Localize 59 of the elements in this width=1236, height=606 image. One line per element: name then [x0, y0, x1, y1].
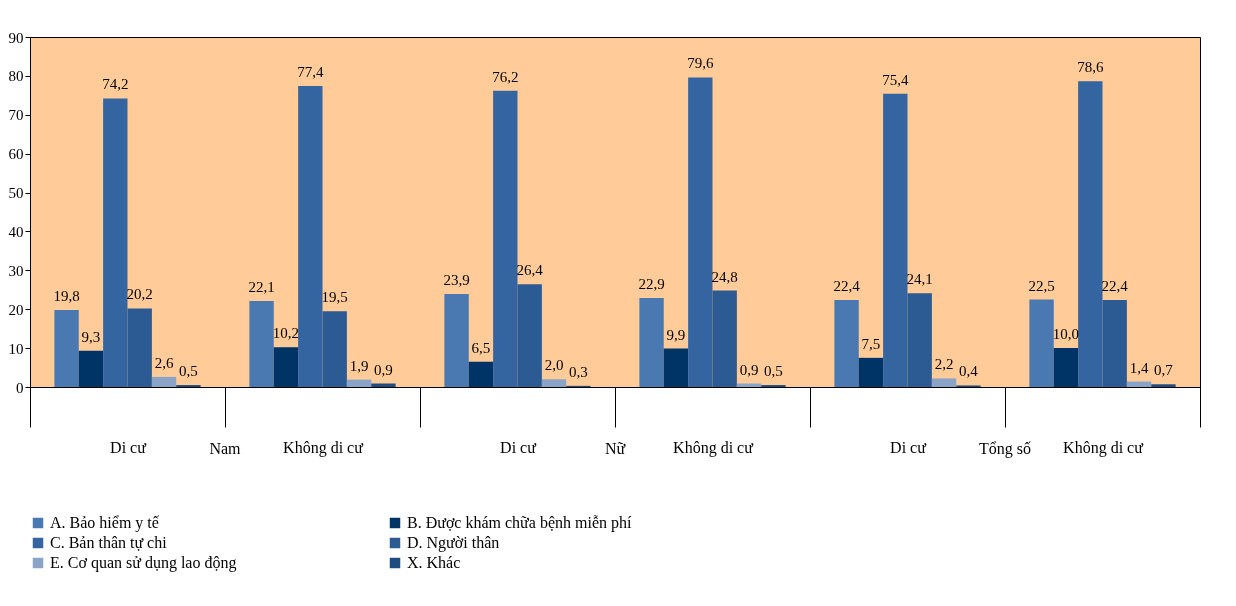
data-label: 75,4: [882, 71, 909, 88]
text: Tổng số: [979, 440, 1031, 458]
x-tick-label: Di cư: [500, 438, 538, 456]
legend-label: A. Bảo hiểm y tế: [50, 514, 160, 532]
data-label: 7,5: [861, 335, 881, 352]
legend-label: E. Cơ quan sử dụng lao động: [50, 554, 237, 572]
data-label: 24,8: [711, 268, 738, 285]
x-tick-label: Không di cư: [283, 438, 365, 457]
data-label: 79,6: [687, 55, 714, 72]
data-label: 0,9: [374, 361, 393, 378]
data-label: 23,9: [443, 272, 470, 289]
data-label: 76,2: [492, 68, 519, 85]
data-label: 9,3: [81, 328, 101, 345]
x-tick-label: Di cư: [890, 438, 928, 456]
data-label: 26,4: [516, 262, 544, 279]
text: Nam: [209, 440, 242, 457]
legend-label: D. Người thân: [407, 534, 500, 552]
x-tick-label: Di cư: [110, 438, 148, 456]
y-tick-label: 90: [8, 29, 24, 46]
y-tick-label: 10: [8, 340, 24, 357]
data-label: 22,4: [1101, 277, 1129, 294]
data-label: 0,4: [959, 363, 979, 380]
data-label: 78,6: [1077, 59, 1104, 76]
y-tick-label: 60: [8, 146, 24, 163]
data-label: 24,1: [906, 271, 933, 288]
data-label: 22,1: [248, 279, 275, 296]
legend-label: B. Được khám chữa bệnh miễn phí: [407, 514, 632, 532]
data-label: 0,3: [569, 363, 588, 380]
data-label: 1,9: [349, 357, 369, 374]
data-label: 6,5: [471, 339, 491, 356]
data-label: 77,4: [297, 64, 324, 80]
x-tick-label: Không di cư: [673, 438, 755, 457]
data-label: 19,5: [321, 289, 348, 306]
data-label: 0,7: [1154, 362, 1174, 379]
data-label: 20,2: [126, 286, 153, 303]
y-tick-label: 80: [8, 68, 24, 85]
data-label: 22,5: [1028, 277, 1055, 294]
data-label: 2,0: [544, 357, 564, 374]
y-tick-label: 50: [8, 185, 24, 202]
data-label: 2,2: [934, 356, 954, 373]
data-label: 74,2: [102, 76, 129, 93]
x-tick-label: Không di cư: [1063, 438, 1145, 457]
data-label: 2,6: [154, 354, 174, 371]
legend-label: X. Khác: [407, 554, 461, 571]
data-label: 0,5: [179, 363, 198, 380]
data-label: 0,9: [739, 361, 759, 378]
data-label: 1,4: [1129, 359, 1149, 376]
y-tick-label: 70: [8, 107, 24, 124]
data-label: 9,9: [666, 326, 686, 343]
y-tick-label: 40: [8, 223, 24, 240]
y-tick-label: 30: [8, 262, 24, 279]
data-label: 22,9: [638, 275, 665, 292]
data-label: 22,4: [833, 277, 861, 294]
y-tick-label: 0: [16, 379, 24, 396]
data-label: 19,8: [53, 288, 80, 304]
y-tick-label: 20: [8, 301, 24, 318]
text: Nữ: [604, 440, 627, 457]
data-label: 0,5: [764, 363, 783, 380]
legend-label: C. Bản thân tự chi: [50, 534, 168, 551]
